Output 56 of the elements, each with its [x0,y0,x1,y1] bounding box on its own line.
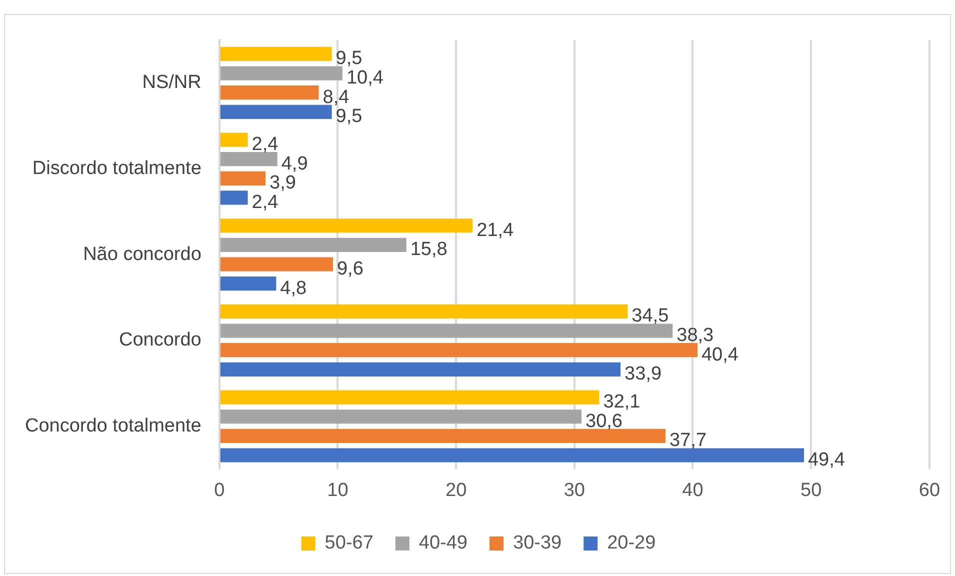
y-tick-label: Não concordo [83,244,202,265]
data-label: 2,4 [252,192,279,213]
y-tick-label: NS/NR [142,72,202,94]
data-label: 9,5 [336,106,362,128]
data-label: 9,5 [336,48,362,70]
legend-label: 50-67 [324,532,374,554]
data-label: 2,4 [252,134,279,156]
data-label: 30,6 [586,410,622,432]
bar [220,152,278,166]
bar [220,132,248,147]
x-tick-label: 20 [445,480,467,501]
data-label: 10,4 [346,67,384,88]
y-tick-label: Discordo totalmente [32,158,202,179]
bar [220,410,582,424]
bar [220,257,333,272]
x-tick-label: 60 [918,480,940,501]
bar [220,66,342,80]
data-label: 9,6 [336,258,364,280]
bar [220,362,621,376]
bar [220,324,673,338]
x-tick-label: 50 [800,480,822,501]
data-label: 8,4 [322,86,350,108]
data-label: 34,5 [632,306,669,327]
legend-label: 40-49 [418,532,468,554]
legend-label: 30-39 [513,532,562,554]
legend-label: 20-29 [607,532,656,554]
x-tick-label: 10 [327,480,348,501]
x-tick-label: 30 [564,480,585,501]
data-label: 4,8 [280,278,307,299]
data-label: 21,4 [476,220,514,241]
data-label: 15,8 [410,239,448,260]
data-label: 38,3 [676,325,714,346]
bar [220,104,332,119]
bar [220,304,628,319]
x-tick-label: 40 [682,480,704,501]
data-label: 32,1 [603,392,640,413]
data-label: 4,9 [281,153,308,174]
bar [220,238,406,252]
data-label: 37,7 [670,430,707,452]
bar [220,448,804,462]
y-tick-label: Concordo [118,330,202,351]
bar [220,428,666,443]
bar [220,46,332,61]
bar [220,171,266,186]
bar [220,218,473,233]
data-label: 3,9 [270,172,296,194]
y-tick-label: Concordo totalmente [24,416,202,437]
bar [220,343,698,358]
data-label: 33,9 [624,364,662,385]
data-label: 49,4 [808,449,846,470]
bar [220,86,319,100]
bar [220,276,276,291]
x-tick-label: 0 [214,480,225,501]
bar [220,190,248,205]
data-label: 40,4 [701,344,739,366]
bar [220,390,600,404]
